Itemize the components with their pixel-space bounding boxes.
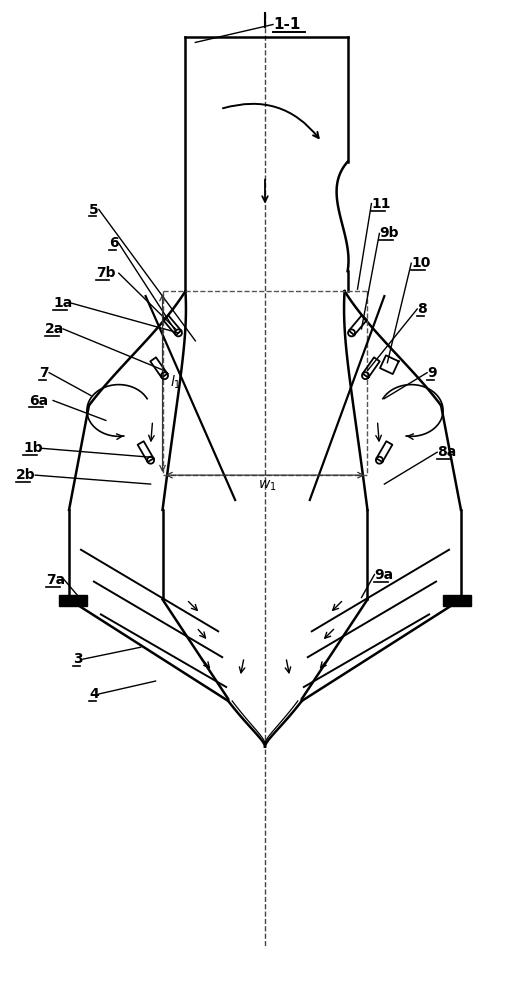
Text: 9a: 9a <box>374 568 394 582</box>
Text: 7b: 7b <box>96 266 116 280</box>
Text: $l_1$: $l_1$ <box>170 374 181 391</box>
Text: 6a: 6a <box>29 394 48 408</box>
Text: 9: 9 <box>427 366 437 380</box>
Text: 2b: 2b <box>16 468 36 482</box>
Text: 7a: 7a <box>46 573 65 587</box>
Text: $w_1$: $w_1$ <box>258 479 276 493</box>
Bar <box>59 595 87 606</box>
Text: 1a: 1a <box>53 296 73 310</box>
Bar <box>443 595 471 606</box>
Text: 4: 4 <box>89 687 99 701</box>
Text: 8: 8 <box>417 302 427 316</box>
Text: 2a: 2a <box>45 322 65 336</box>
Text: 5: 5 <box>89 203 99 217</box>
Text: 11: 11 <box>372 197 391 211</box>
Text: 1b: 1b <box>23 441 43 455</box>
Text: 1-1: 1-1 <box>273 17 301 32</box>
Text: 9b: 9b <box>379 226 399 240</box>
Text: 3: 3 <box>73 652 83 666</box>
Text: 6: 6 <box>109 236 118 250</box>
Text: 10: 10 <box>411 256 430 270</box>
Text: 8a: 8a <box>437 445 456 459</box>
Text: 7: 7 <box>39 366 49 380</box>
